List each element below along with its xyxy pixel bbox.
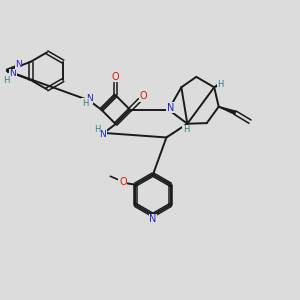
Text: H: H	[94, 125, 101, 134]
Text: O: O	[112, 72, 119, 82]
Text: N: N	[167, 103, 174, 113]
Text: O: O	[140, 91, 148, 101]
Polygon shape	[219, 107, 236, 114]
Polygon shape	[214, 84, 219, 87]
Text: N: N	[10, 69, 16, 78]
Text: N: N	[99, 130, 106, 139]
Text: N: N	[86, 94, 93, 103]
Text: N: N	[149, 214, 157, 224]
Text: O: O	[119, 177, 127, 187]
Text: H: H	[183, 125, 189, 134]
Text: H: H	[3, 76, 10, 85]
Text: N: N	[15, 60, 22, 69]
Text: H: H	[218, 80, 224, 89]
Text: H: H	[82, 99, 88, 108]
